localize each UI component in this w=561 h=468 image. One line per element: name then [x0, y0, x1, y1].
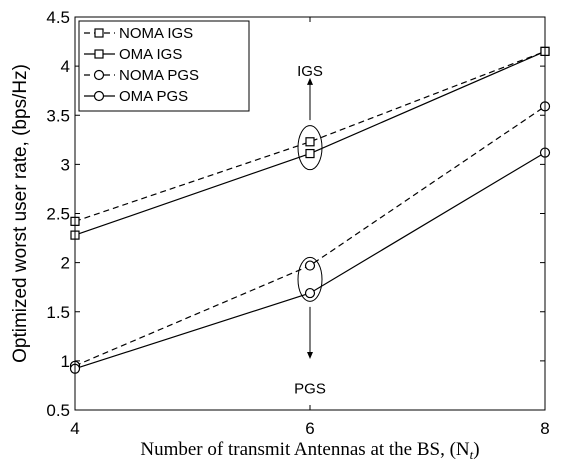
legend-label-oma-igs: OMA IGS	[119, 46, 182, 63]
legend-marker-noma-igs	[94, 28, 104, 38]
y-tick-label: 1.5	[46, 303, 70, 322]
legend-label-noma-pgs: NOMA PGS	[119, 67, 199, 84]
x-axis-label: Number of transmit Antennas at the BS, (…	[140, 439, 479, 462]
y-tick-label: 1	[61, 352, 70, 371]
annotation-group: IGS PGS	[294, 63, 326, 397]
x-tick-label: 6	[305, 419, 314, 438]
legend: NOMA IGS OMA IGS NOMA PGS OMA PGS	[78, 20, 250, 112]
y-tick-label: 2.5	[46, 205, 70, 224]
series-line-noma-igs	[74, 50, 546, 222]
series-group	[69, 46, 551, 374]
y-tick-label: 3	[61, 155, 70, 174]
legend-label-noma-igs: NOMA IGS	[119, 25, 193, 42]
data-point-oma-igs-2	[305, 148, 315, 159]
legend-marker-oma-igs	[94, 49, 104, 59]
x-tick-label: 8	[540, 419, 549, 438]
annotation-ellipse-igs	[297, 125, 323, 171]
data-point-oma-pgs-2	[304, 287, 316, 299]
y-tick-label: 3.5	[46, 106, 70, 125]
data-point-noma-pgs-2	[304, 260, 316, 271]
y-tick-label: 4.5	[46, 8, 70, 27]
y-axis-label: Optimized worst user rate, (bps/Hz)	[10, 64, 31, 363]
annotation-ellipse-pgs	[297, 256, 323, 302]
annotation-label-igs: IGS	[297, 63, 323, 80]
y-tick-label: 0.5	[46, 401, 70, 420]
legend-marker-oma-pgs	[93, 90, 105, 102]
data-point-noma-igs-2	[305, 137, 315, 147]
legend-marker-noma-pgs	[93, 69, 105, 81]
legend-label-oma-pgs: OMA PGS	[119, 88, 188, 105]
y-tick-label: 2	[61, 254, 70, 273]
annotation-label-pgs: PGS	[294, 380, 326, 397]
y-tick-label: 4	[61, 57, 70, 76]
x-tick-label: 4	[70, 419, 79, 438]
axes-group: 0.5 1 1.5 2 2.5 3 3.5 4 4.5 4 6 8 Number of transmit…	[10, 8, 550, 462]
